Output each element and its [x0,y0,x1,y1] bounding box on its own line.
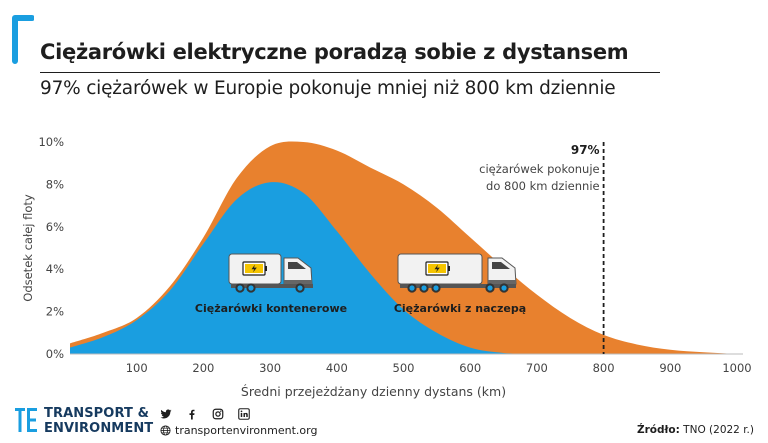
chart-areas [70,141,737,354]
brand-name-line1: TRANSPORT & [44,406,150,421]
x-tick-label: 600 [459,361,481,375]
y-tick-label: 2% [46,305,64,319]
page-title: Ciężarówki elektryczne poradzą sobie z d… [40,40,629,64]
y-axis: 0% 2% 4% 6% 8% 10% Odsetek całej floty [21,135,64,361]
distance-distribution-chart: 0% 2% 4% 6% 8% 10% Odsetek całej floty 100 200 3… [21,135,752,399]
source-value: TNO (2022 r.) [683,424,754,436]
x-tick-label: 900 [659,361,681,375]
x-tick-label: 800 [593,361,615,375]
website-text: transportenvironment.org [175,424,318,437]
truck-illustrations [228,253,517,293]
annotation-text-line1: ciężarówek pokonuje [479,162,599,176]
y-axis-label: Odsetek całej floty [21,194,35,302]
brand-logo-icon [15,408,37,432]
series-label-rigid: Ciężarówki kontenerowe [195,302,347,315]
page-subtitle: 97% ciężarówek w Europie pokonuje mniej … [40,78,616,99]
x-tick-label: 100 [126,361,148,375]
y-tick-label: 4% [46,262,64,276]
social-links [160,407,250,421]
y-tick-label: 0% [46,347,64,361]
x-tick-label: 500 [393,361,415,375]
source-note: Źródło: TNO (2022 r.) [637,424,754,436]
semi-truck-icon [397,253,517,293]
instagram-icon[interactable] [212,408,224,420]
website-link[interactable]: transportenvironment.org [160,424,317,437]
rigid-truck-icon [228,253,313,293]
y-tick-label: 8% [46,177,64,191]
y-tick-label: 10% [38,135,64,149]
threshold-annotation: 97% ciężarówek pokonuje do 800 km dziennie [479,142,605,354]
series-labels: Ciężarówki kontenerowe Ciężarówki z nacze… [195,302,526,315]
x-axis: 100 200 300 400 500 600 700 800 900 1000 Średni pr… [70,353,752,399]
facebook-icon[interactable] [186,408,198,420]
y-tick-label: 6% [46,220,64,234]
annotation-value: 97% [571,143,600,157]
x-tick-label: 1000 [722,361,751,375]
title-divider [40,72,660,73]
brand[interactable]: TRANSPORT & ENVIRONMENT [14,405,154,439]
linkedin-icon[interactable] [238,408,250,420]
brand-name-line2: ENVIRONMENT [44,421,154,436]
x-axis-label: Średni przejeżdżany dzienny dystans (km) [241,384,506,399]
twitter-icon[interactable] [160,408,172,420]
corner-bracket-icon [12,15,34,64]
annotation-text-line2: do 800 km dziennie [486,179,600,193]
series-label-semi: Ciężarówki z naczepą [394,302,526,315]
area-series-1 [70,182,737,354]
x-tick-label: 400 [326,361,348,375]
x-tick-label: 200 [192,361,214,375]
globe-icon [160,425,171,436]
x-tick-label: 300 [259,361,281,375]
source-label: Źródło: [636,424,680,436]
x-tick-label: 700 [526,361,548,375]
